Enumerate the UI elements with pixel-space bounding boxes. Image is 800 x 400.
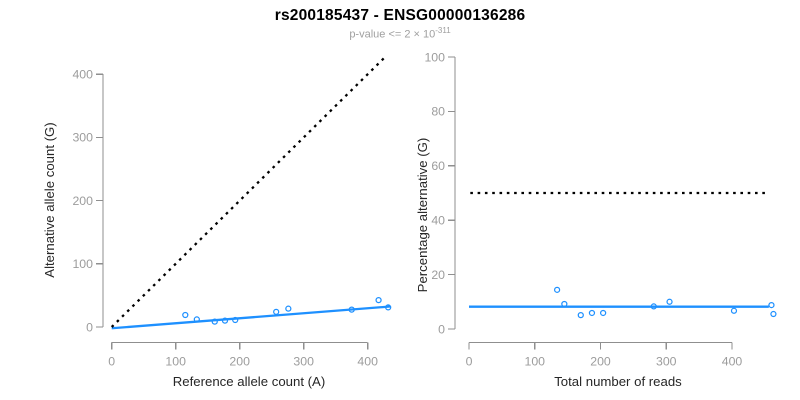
fit-line [111,305,391,330]
y-tick-label: 400 [72,68,93,82]
x-tick-label: 400 [722,355,743,369]
x-tick-label: 0 [466,355,473,369]
data-point [768,301,775,309]
data-point [273,308,280,315]
data-point [553,286,561,293]
y-axis-title: Alternative allele count (G) [42,122,57,277]
x-axis-title: Reference allele count (A) [173,374,325,389]
x-tick-label: 300 [293,355,314,369]
x-tick-label: 200 [590,355,611,369]
x-axis-title: Total number of reads [554,374,682,389]
y-tick-label: 80 [431,105,445,119]
x-tick-label: 300 [656,355,677,369]
pvalue-text: p-value <= 2 × 10 [349,28,436,41]
identity-reference-line [110,54,388,328]
y-tick-label: 60 [431,159,445,173]
x-tick-label: 400 [357,355,378,369]
x-tick-label: 100 [165,355,186,369]
y-tick-label: 20 [431,268,445,282]
data-point [730,307,738,314]
data-point [375,297,382,304]
y-tick-label: 100 [72,257,93,271]
data-point [182,311,189,319]
y-tick-label: 40 [431,214,445,228]
data-point [577,312,584,319]
y-tick-label: 100 [424,50,445,64]
data-point [285,305,292,312]
data-point [588,309,596,317]
pvalue-exponent: -311 [435,26,451,35]
x-tick-label: 200 [229,355,250,369]
y-axis-title: Percentage alternative (G) [415,138,430,293]
x-tick-label: 100 [524,355,545,369]
chart-title: rs200185437 - ENSG00000136286 [274,7,526,24]
y-tick-label: 200 [72,194,93,208]
y-tick-label: 0 [438,322,445,336]
x-tick-label: 0 [108,355,115,369]
y-tick-label: 0 [86,320,93,334]
data-point [770,310,777,318]
chart-subtitle: p-value <= 2 × 10-311 [0,26,800,41]
data-point [666,298,673,305]
data-point [600,309,607,317]
y-tick-label: 300 [72,131,93,145]
